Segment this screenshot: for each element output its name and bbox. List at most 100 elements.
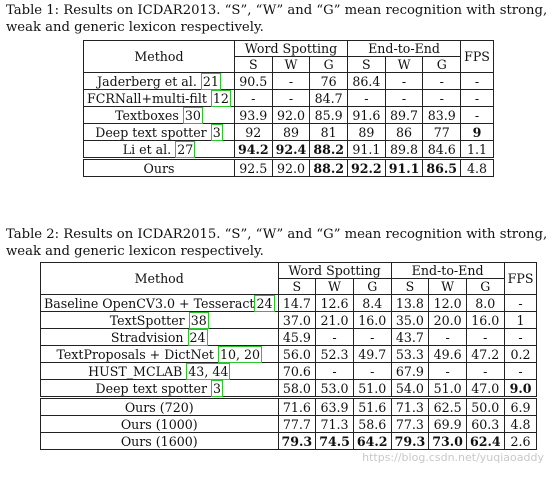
method-cell: TextProposals + DictNet 10, 20 <box>40 345 279 363</box>
method-name: Ours <box>143 160 175 176</box>
table1: Method Word Spotting End-to-End FPS S W … <box>83 40 494 177</box>
citation-link[interactable]: 24 <box>187 328 208 346</box>
method-name: Stradvision <box>110 329 188 345</box>
score-cell: 85.9 <box>309 106 349 124</box>
score-cell: 84.7 <box>309 89 349 107</box>
watermark: https://blog.csdn.net/yuqiaoaddy <box>362 451 544 464</box>
end-to-end-header: End-to-End <box>390 262 505 279</box>
citation-link[interactable]: 24 <box>254 294 275 312</box>
score-cell: - <box>315 328 354 346</box>
citation-link[interactable]: 21 <box>200 72 221 90</box>
score-cell: 89 <box>347 123 386 141</box>
table-row: Baseline OpenCV3.0 + Tesseract 24 14.7 12.6… <box>40 294 538 312</box>
sub-header: S <box>233 56 273 73</box>
sub-header: W <box>315 278 354 295</box>
score-cell: 77.3 <box>390 415 430 433</box>
sub-header: W <box>271 56 311 73</box>
method-name: FCRNall+multi-filt <box>87 90 211 106</box>
score-cell: 49.6 <box>428 345 467 363</box>
score-cell: 49.7 <box>352 345 392 363</box>
table-row: Stradvision 24 45.9- -43.7- - - <box>40 328 538 346</box>
table1-body: Jaderberg et al. 21 90.5-76 86.4- - - FCRNall… <box>83 72 494 177</box>
method-cell: Ours (1000) <box>40 415 279 433</box>
sub-header: W <box>384 56 424 73</box>
score-cell: 54.0 <box>390 379 430 398</box>
score-cell: 20.0 <box>428 311 467 329</box>
score-cell: 69.9 <box>428 415 467 433</box>
score-cell: - <box>465 362 505 380</box>
score-cell: 8.4 <box>352 294 392 312</box>
score-cell: 92.4 <box>271 140 311 159</box>
score-cell: 64.2 <box>352 432 392 450</box>
score-cell: - <box>422 72 462 90</box>
fps-cell: 4.8 <box>503 415 538 433</box>
method-name: Li et al. <box>122 141 176 157</box>
score-cell: 83.9 <box>422 106 462 124</box>
method-header: Method <box>40 262 279 295</box>
score-cell: 92 <box>233 123 273 141</box>
score-cell: 58.6 <box>352 415 392 433</box>
score-cell: 73.0 <box>428 432 467 450</box>
table-row: Deep text spotter 3 58.0 53.0 51.0 54.0 51.0 4… <box>40 379 538 398</box>
table2: Method Word Spotting End-to-End FPS S W … <box>40 262 538 450</box>
score-cell: 79.3 <box>390 432 430 450</box>
score-cell: 71.6 <box>277 396 317 416</box>
sub-header: G <box>422 56 462 73</box>
score-cell: 63.9 <box>315 396 354 416</box>
citation-link[interactable]: 3 <box>210 379 223 397</box>
fps-cell: 9 <box>460 123 494 141</box>
table-row: Li et al. 27 94.2 92.4 88.2 91.1 89.8 84.6 1.1 <box>83 140 494 159</box>
score-cell: 14.7 <box>277 294 317 312</box>
sub-header: S <box>390 278 430 295</box>
score-cell: 77 <box>422 123 462 141</box>
score-cell: 71.3 <box>390 396 430 416</box>
method-cell: TextSpotter 38 <box>40 311 279 329</box>
score-cell: 89 <box>271 123 311 141</box>
score-cell: - <box>233 89 273 107</box>
score-cell: 92.2 <box>347 157 386 177</box>
score-cell: 70.6 <box>277 362 317 380</box>
method-cell: Stradvision 24 <box>40 328 279 346</box>
word-spotting-header: Word Spotting <box>233 40 349 57</box>
method-header: Method <box>83 40 235 73</box>
citation-link[interactable]: 38 <box>188 311 209 329</box>
table2-body: Baseline OpenCV3.0 + Tesseract 24 14.7 12.6… <box>40 294 538 450</box>
method-name: Jaderberg et al. <box>97 73 201 89</box>
score-cell: 56.0 <box>277 345 317 363</box>
score-cell: 37.0 <box>277 311 317 329</box>
table-row: Deep text spotter 3 92 89 81 89 86 77 9 <box>83 123 494 141</box>
table-row: HUST_MCLAB 43, 44 70.6- -67.9- - - <box>40 362 538 380</box>
score-cell: 50.0 <box>465 396 505 416</box>
citation-link[interactable]: 12 <box>210 89 231 107</box>
score-cell: 86 <box>384 123 424 141</box>
score-cell: 35.0 <box>390 311 430 329</box>
method-name: Deep text spotter <box>95 380 211 396</box>
score-cell: 12.6 <box>315 294 354 312</box>
sub-header: S <box>347 56 386 73</box>
fps-cell: 0.2 <box>503 345 538 363</box>
score-cell: 52.3 <box>315 345 354 363</box>
fps-cell: - <box>503 328 538 346</box>
score-cell: 91.1 <box>347 140 386 159</box>
score-cell: 79.3 <box>277 432 317 450</box>
fps-cell: - <box>460 89 494 107</box>
score-cell: - <box>422 89 462 107</box>
table-row: TextSpotter 38 37.0 21.0 16.0 35.0 20.0 16.0 1 <box>40 311 538 329</box>
citation-link[interactable]: 10, 20 <box>218 345 263 363</box>
sub-header: G <box>309 56 349 73</box>
method-name: TextSpotter <box>109 312 189 328</box>
citation-link[interactable]: 43, 44 <box>186 362 231 380</box>
method-name: Textboxes <box>115 107 183 123</box>
table-row: FCRNall+multi-filt 12- -84.7- - - - <box>83 89 494 107</box>
fps-cell: - <box>460 106 494 124</box>
end-to-end-header: End-to-End <box>347 40 462 57</box>
score-cell: 21.0 <box>315 311 354 329</box>
citation-link[interactable]: 3 <box>210 123 223 141</box>
citation-link[interactable]: 30 <box>182 106 203 124</box>
score-cell: 13.8 <box>390 294 430 312</box>
method-name: Deep text spotter <box>95 124 211 140</box>
citation-link[interactable]: 27 <box>175 140 196 158</box>
table-row: Ours (720) 71.6 63.9 51.6 71.3 62.5 50.0 6.9 <box>40 396 538 416</box>
score-cell: 53.3 <box>390 345 430 363</box>
score-cell: 60.3 <box>465 415 505 433</box>
